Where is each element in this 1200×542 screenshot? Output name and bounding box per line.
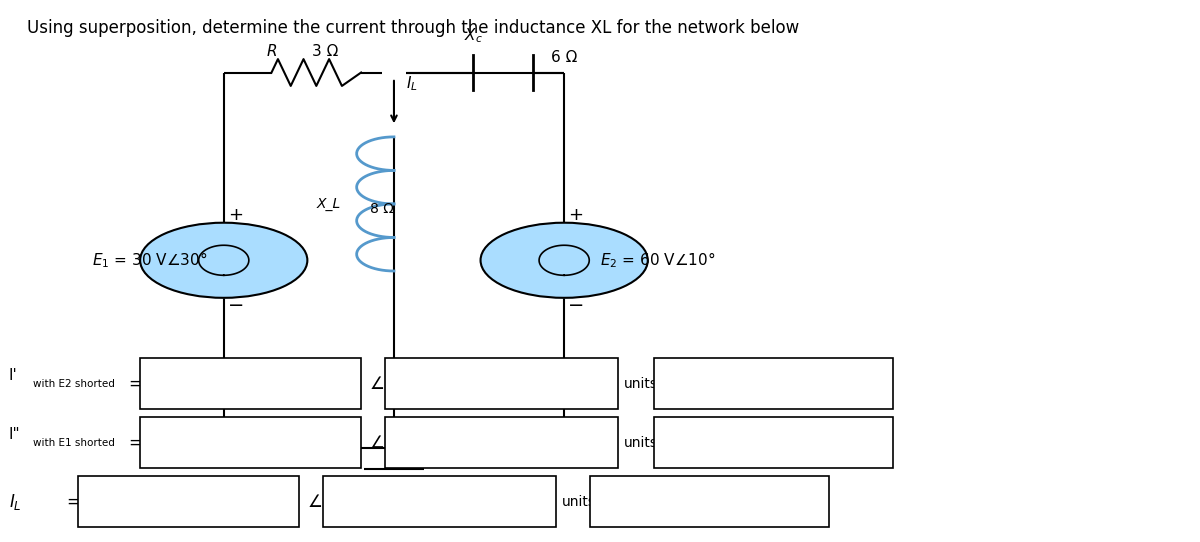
FancyBboxPatch shape — [385, 358, 618, 409]
Circle shape — [480, 223, 648, 298]
Text: $I_L$: $I_L$ — [8, 492, 22, 512]
FancyBboxPatch shape — [140, 417, 361, 468]
Text: $X_c$: $X_c$ — [463, 27, 482, 45]
Text: +: + — [228, 205, 244, 224]
Text: R: R — [266, 44, 277, 60]
FancyBboxPatch shape — [654, 358, 893, 409]
Circle shape — [140, 223, 307, 298]
Text: +: + — [569, 205, 583, 224]
Text: X_L: X_L — [316, 197, 341, 211]
Text: 6 Ω: 6 Ω — [551, 50, 577, 65]
Text: −: − — [568, 296, 584, 315]
Text: units: units — [624, 436, 658, 450]
FancyBboxPatch shape — [323, 476, 556, 527]
FancyBboxPatch shape — [654, 417, 893, 468]
Text: =: = — [128, 375, 142, 392]
Text: $E_1$ = 30 V∠30°: $E_1$ = 30 V∠30° — [92, 250, 208, 270]
Text: $I_L$: $I_L$ — [406, 74, 418, 93]
Text: $E_2$ = 60 V∠10°: $E_2$ = 60 V∠10° — [600, 250, 715, 270]
FancyBboxPatch shape — [385, 417, 618, 468]
Text: ∠: ∠ — [370, 434, 384, 451]
Text: =: = — [66, 493, 80, 511]
FancyBboxPatch shape — [140, 358, 361, 409]
Text: units: units — [562, 495, 595, 509]
Text: 3 Ω: 3 Ω — [312, 44, 338, 60]
Text: I': I' — [8, 368, 18, 383]
Text: ∠: ∠ — [307, 493, 323, 511]
Text: with E1 shorted: with E1 shorted — [32, 437, 114, 448]
Text: units: units — [624, 377, 658, 391]
Text: Using superposition, determine the current through the inductance XL for the net: Using superposition, determine the curre… — [26, 19, 799, 37]
Text: =: = — [128, 434, 142, 451]
Text: with E2 shorted: with E2 shorted — [32, 379, 114, 389]
Text: 8 Ω: 8 Ω — [370, 202, 394, 216]
FancyBboxPatch shape — [78, 476, 299, 527]
FancyBboxPatch shape — [590, 476, 829, 527]
Text: ∠: ∠ — [370, 375, 384, 392]
Text: −: − — [228, 296, 244, 315]
Text: I": I" — [8, 427, 20, 442]
